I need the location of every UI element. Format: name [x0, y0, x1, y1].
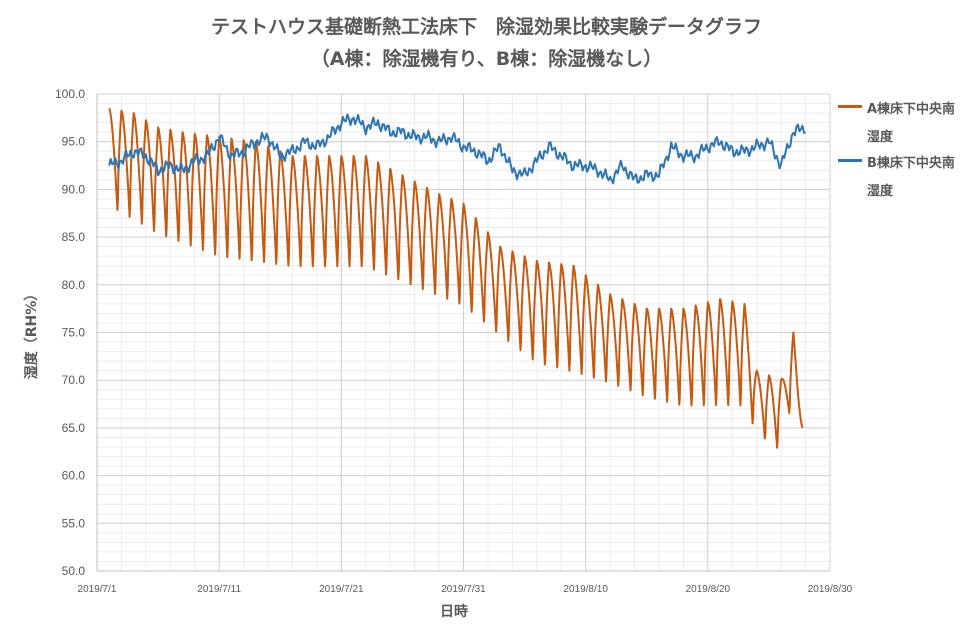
y-axis-title: 湿度（RH%）	[24, 286, 40, 380]
y-tick-label: 95.0	[62, 135, 86, 149]
x-tick-label: 2019/8/30	[808, 584, 853, 595]
y-tick-label: 60.0	[62, 469, 86, 483]
y-tick-label: 65.0	[62, 421, 86, 435]
y-tick-label: 85.0	[62, 230, 86, 244]
x-tick-label: 2019/8/10	[563, 584, 608, 595]
x-tick-label: 2019/7/1	[78, 584, 117, 595]
x-tick-label: 2019/7/11	[197, 584, 241, 595]
y-tick-label: 90.0	[62, 182, 86, 196]
series-a-path	[108, 107, 804, 449]
y-tick-label: 55.0	[62, 516, 86, 530]
legend-label-a: A棟床下中央南湿度	[867, 102, 956, 145]
y-tick-label: 50.0	[62, 564, 86, 578]
legend-swatch-b	[838, 159, 862, 162]
y-tick-label: 80.0	[62, 278, 86, 292]
series-b-line	[108, 113, 806, 185]
chart-title: テストハウス基礎断熱工法床下 除湿効果比較実験データグラフ	[210, 16, 762, 38]
series-a-line	[108, 107, 804, 449]
y-tick-label: 75.0	[62, 326, 86, 340]
y-tick-label: 70.0	[62, 373, 86, 387]
x-tick-label: 2019/8/20	[686, 584, 731, 595]
legend-label-b: B棟床下中央南湿度	[867, 156, 955, 199]
x-tick-label: 2019/7/21	[319, 584, 364, 595]
y-tick-label: 100.0	[55, 87, 85, 101]
series-b-path	[108, 113, 806, 185]
x-axis: 2019/7/1 2019/7/11 2019/7/21 2019/7/31 2019/…	[78, 584, 853, 595]
chart-subtitle: （A棟：除湿機有り、B棟：除湿機なし）	[310, 48, 663, 70]
x-axis-title: 日時	[440, 604, 468, 620]
major-gridlines	[96, 93, 831, 572]
legend-swatch-a	[838, 105, 862, 108]
x-tick-label: 2019/7/31	[441, 584, 486, 595]
y-axis: 50.0 55.0 60.0 65.0 70.0 75.0 80.0 85.0 90.0 95.0…	[55, 87, 85, 578]
